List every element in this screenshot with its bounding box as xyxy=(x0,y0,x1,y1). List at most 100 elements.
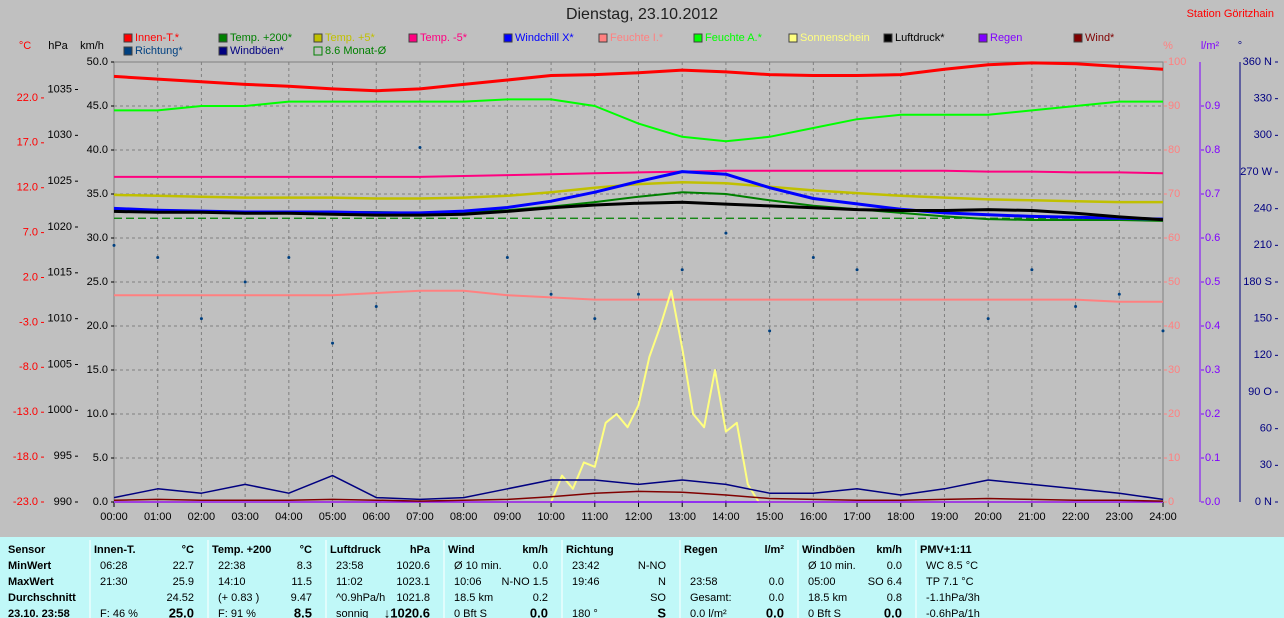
y-tick-label: 1010 xyxy=(48,313,72,325)
table-cell: 8.3 xyxy=(297,560,312,572)
direction-dot xyxy=(374,304,378,308)
y-tick-label: 10 xyxy=(1168,452,1180,464)
table-cell: 0.0 xyxy=(533,560,548,572)
table-unit: km/h xyxy=(522,544,548,556)
x-tick-label: 05:00 xyxy=(319,511,347,523)
row-label: Durchschnitt xyxy=(8,592,76,604)
table-cell: ↓1020.6 xyxy=(384,605,430,618)
direction-dot xyxy=(243,280,247,284)
row-label: 23.10. 23:58 xyxy=(8,608,70,618)
legend-label: Windböen* xyxy=(230,45,285,57)
legend-swatch xyxy=(313,33,323,43)
direction-dot xyxy=(724,231,728,235)
y-tick-label: 40.0 xyxy=(87,144,108,156)
axis-label: ° xyxy=(1238,40,1242,52)
y-tick-label: 17.0 xyxy=(17,137,38,149)
y-tick-label: 90 O xyxy=(1248,386,1272,398)
series-line xyxy=(114,289,1163,303)
y-tick-label: 210 xyxy=(1254,239,1272,251)
series-line xyxy=(114,169,1164,178)
legend-label: Feuchte I.* xyxy=(610,32,664,44)
x-tick-label: 02:00 xyxy=(188,511,216,523)
x-tick-label: 04:00 xyxy=(275,511,303,523)
table-cell: 0 Bft S xyxy=(808,608,841,618)
table-cell: 0.2 xyxy=(533,592,548,604)
y-tick-label: 180 S xyxy=(1243,276,1272,288)
table-header: Regen xyxy=(684,544,718,556)
table-header: PMV+1:11 xyxy=(920,544,972,556)
table-cell: S xyxy=(657,605,666,618)
direction-dot xyxy=(637,292,640,296)
y-tick-label: 240 xyxy=(1254,203,1272,215)
table-cell: 1020.6 xyxy=(396,560,430,572)
y-tick-label: 30 xyxy=(1168,364,1180,376)
table-cell: TP 7.1 °C xyxy=(926,576,974,588)
y-tick-label: 70 xyxy=(1168,188,1180,200)
series-line xyxy=(114,289,1163,503)
table-cell: 22:38 xyxy=(218,560,246,572)
y-tick-label: 15.0 xyxy=(87,364,108,376)
x-tick-label: 20:00 xyxy=(974,511,1002,523)
x-tick-label: 15:00 xyxy=(756,511,784,523)
y-tick-label: 90 xyxy=(1168,100,1180,112)
table-cell: 0.0 xyxy=(530,605,548,618)
chart-title: Dienstag, 23.10.2012 xyxy=(566,6,718,23)
series-line xyxy=(113,490,1164,502)
y-tick-label: 0.5 xyxy=(1205,276,1220,288)
direction-dot xyxy=(680,268,684,272)
y-tick-label: -13.0 xyxy=(13,406,38,418)
x-tick-label: 17:00 xyxy=(843,511,871,523)
table-cell: 24.52 xyxy=(166,592,194,604)
legend-swatch xyxy=(978,33,988,43)
legend-swatch xyxy=(313,46,323,56)
grid xyxy=(113,61,1164,503)
legend-swatch xyxy=(408,33,418,43)
axis-label: hPa xyxy=(48,40,68,52)
table-unit: l/m² xyxy=(764,544,784,556)
table-cell: 0 Bft S xyxy=(454,608,487,618)
table-header: Wind xyxy=(448,544,475,556)
legend-swatch xyxy=(1073,33,1083,43)
y-tick-label: 2.0 xyxy=(23,271,38,283)
table-cell: 11.5 xyxy=(291,576,312,588)
x-tick-label: 24:00 xyxy=(1149,511,1177,523)
table-cell: Gesamt: xyxy=(690,592,732,604)
x-tick-label: 08:00 xyxy=(450,511,478,523)
y-tick-label: 10.0 xyxy=(87,408,108,420)
station-name: Station Göritzhain xyxy=(1187,8,1274,20)
y-tick-label: 0.2 xyxy=(1205,408,1220,420)
x-tick-label: 14:00 xyxy=(712,511,740,523)
direction-dot xyxy=(768,329,772,333)
table-cell: 0.0 xyxy=(769,576,784,588)
table-cell: 19:46 xyxy=(572,576,600,588)
direction-dot xyxy=(593,317,597,321)
y-tick-label: 0.1 xyxy=(1205,452,1220,464)
table-cell: 25.0 xyxy=(169,605,194,618)
legend-swatch xyxy=(503,33,513,43)
x-tick-label: 18:00 xyxy=(887,511,915,523)
direction-dot xyxy=(1117,292,1121,296)
direction-dot xyxy=(156,256,160,260)
y-tick-label: -8.0 xyxy=(19,361,38,373)
table-cell: 0.0 xyxy=(887,560,902,572)
table-cell: 22.7 xyxy=(173,560,194,572)
y-tick-label: 80 xyxy=(1168,144,1180,156)
y-tick-label: -3.0 xyxy=(19,316,38,328)
y-tick-label: 0.7 xyxy=(1205,188,1220,200)
legend-label: Luftdruck* xyxy=(895,32,945,44)
x-tick-label: 10:00 xyxy=(537,511,565,523)
table-cell: Ø 10 min. xyxy=(454,560,502,572)
y-tick-label: 60 xyxy=(1260,423,1272,435)
table-cell: N xyxy=(658,576,666,588)
y-tick-label: 0.4 xyxy=(1205,320,1220,332)
table-cell: ^0.9hPa/h xyxy=(336,592,385,604)
legend-swatch xyxy=(123,46,133,56)
table-cell: 18.5 km xyxy=(808,592,847,604)
table-cell: 8.5 xyxy=(294,605,312,618)
table-cell: (+ 0.83 ) xyxy=(218,592,259,604)
y-tick-label: 360 N xyxy=(1243,56,1272,68)
x-tick-label: 03:00 xyxy=(231,511,259,523)
y-tick-label: 1035 xyxy=(48,83,72,95)
y-tick-label: 30.0 xyxy=(87,232,108,244)
